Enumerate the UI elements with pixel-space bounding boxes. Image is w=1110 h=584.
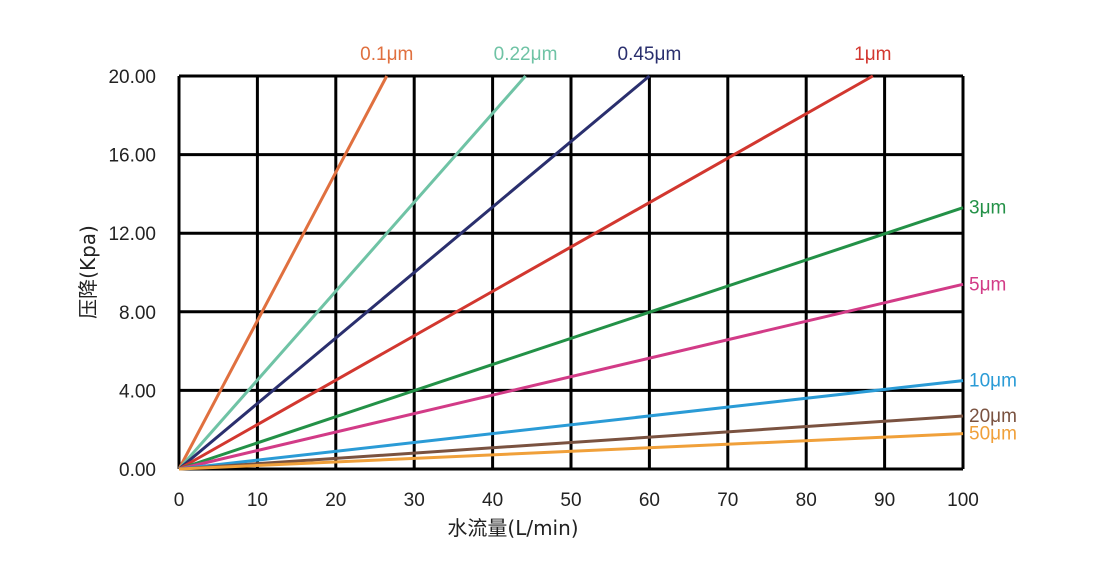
series-line — [178, 282, 964, 471]
x-tick-label: 60 — [639, 490, 660, 511]
series-line — [177, 75, 527, 470]
series-label: 50μm — [969, 424, 1017, 445]
x-tick-label: 30 — [404, 490, 425, 511]
y-tick-label: 8.00 — [119, 303, 156, 324]
series-label: 10μm — [969, 371, 1017, 392]
x-tick-label: 20 — [325, 490, 346, 511]
x-tick-label: 90 — [874, 490, 895, 511]
grid — [177, 74, 965, 471]
series-label: 1μm — [854, 44, 891, 65]
series-label: 0.1μm — [360, 44, 413, 65]
y-tick-label: 4.00 — [119, 381, 156, 402]
x-tick-label: 70 — [717, 490, 738, 511]
series-label: 0.45μm — [618, 44, 682, 65]
x-tick-label: 100 — [947, 490, 979, 511]
series-lines — [177, 74, 964, 471]
series-line — [178, 432, 964, 471]
y-tick-label: 16.00 — [108, 146, 156, 167]
series-label: 3μm — [969, 198, 1006, 219]
series-line — [177, 75, 389, 470]
x-tick-labels: 0 10 20 30 40 50 60 70 80 90 100 — [174, 490, 979, 511]
x-axis-title: 水流量(L/min) — [447, 516, 578, 540]
y-tick-labels: 0.00 4.00 8.00 12.00 16.00 20.00 — [108, 67, 156, 481]
series-line — [178, 206, 964, 471]
x-tick-label: 40 — [482, 490, 503, 511]
y-axis-title: 压降(Kpa) — [76, 225, 100, 319]
series-label: 0.22μm — [494, 44, 558, 65]
series-line — [178, 74, 651, 471]
y-tick-label: 20.00 — [108, 67, 156, 88]
series-line — [178, 414, 964, 471]
series-line — [178, 74, 874, 471]
x-tick-label: 0 — [174, 490, 185, 511]
series-label: 20μm — [969, 406, 1017, 427]
y-tick-label: 0.00 — [119, 460, 156, 481]
y-tick-label: 12.00 — [108, 224, 156, 245]
x-tick-label: 50 — [560, 490, 581, 511]
series-label: 5μm — [969, 274, 1006, 295]
x-tick-label: 80 — [796, 490, 817, 511]
x-tick-label: 10 — [247, 490, 268, 511]
series-line — [178, 379, 964, 471]
